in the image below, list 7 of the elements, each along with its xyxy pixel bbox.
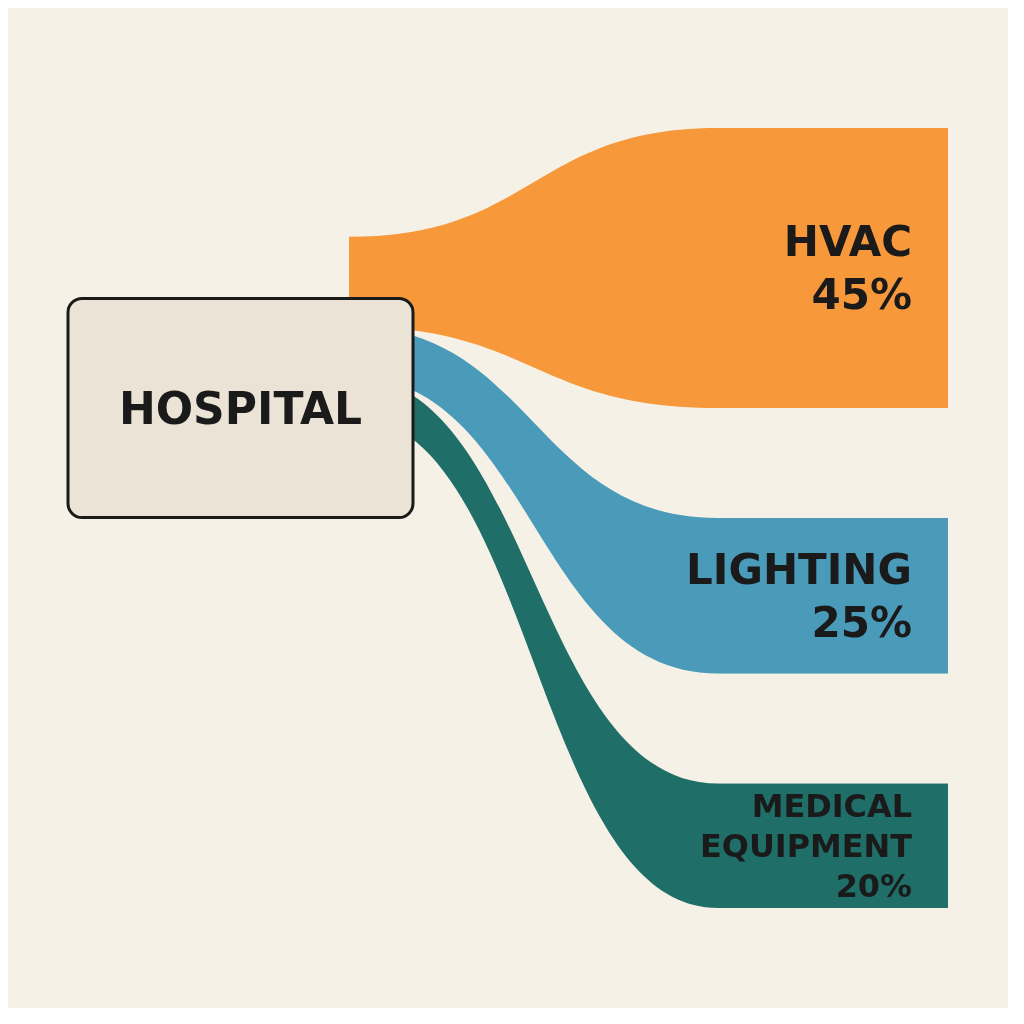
data-label: 20% bbox=[835, 866, 912, 905]
category-label: MEDICAL EQUIPMENT bbox=[700, 786, 913, 865]
category-label: LIGHTING bbox=[686, 545, 912, 595]
category-label: HVAC bbox=[783, 217, 912, 267]
data-label: 45% bbox=[811, 269, 912, 319]
data-label: 25% bbox=[811, 597, 912, 647]
text: HOSPITAL bbox=[118, 382, 363, 434]
